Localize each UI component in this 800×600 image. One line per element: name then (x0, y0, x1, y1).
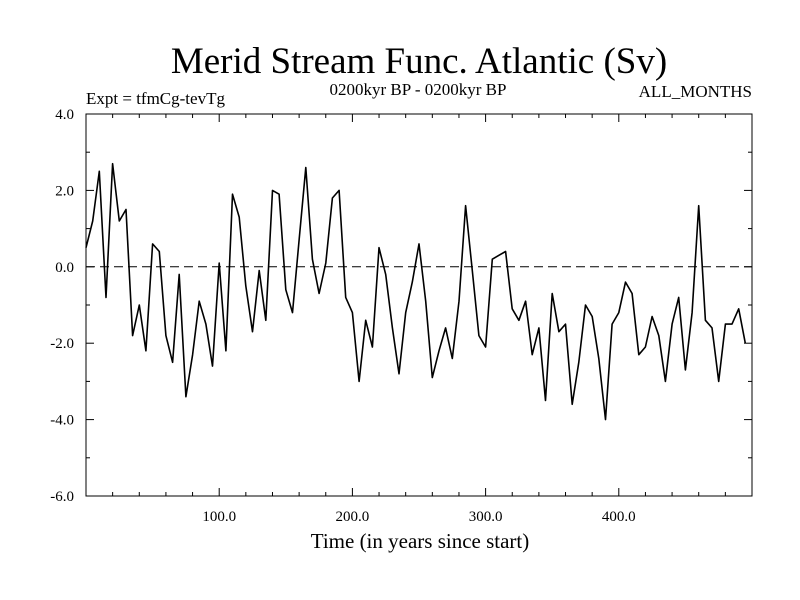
x-axis-label: Time (in years since start) (311, 529, 530, 553)
x-tick-label: 300.0 (469, 509, 503, 525)
plot-area: 4.0 2.0 0.0 -2.0 -4.0 -6.0 100.0 200.0 300.0 400.… (50, 107, 753, 525)
plot-frame (85, 113, 753, 497)
y-tick-label: 0.0 (55, 260, 74, 276)
y-tick-label: 2.0 (55, 183, 74, 199)
data-series-line (85, 162, 747, 421)
y-tick-label: 4.0 (55, 107, 74, 123)
experiment-label: Expt = tfmCg-tevTg (86, 89, 225, 108)
months-label: ALL_MONTHS (639, 82, 752, 101)
period-label: 0200kyr BP - 0200kyr BP (330, 80, 507, 99)
y-tick-label: -2.0 (50, 336, 74, 352)
x-tick-label: 400.0 (602, 509, 636, 525)
y-tick-label: -6.0 (50, 489, 74, 505)
x-tick-label: 200.0 (336, 509, 370, 525)
y-tick-label: -4.0 (50, 413, 74, 429)
x-tick-label: 100.0 (202, 509, 236, 525)
chart-title: Merid Stream Func. Atlantic (Sv) (171, 41, 667, 82)
